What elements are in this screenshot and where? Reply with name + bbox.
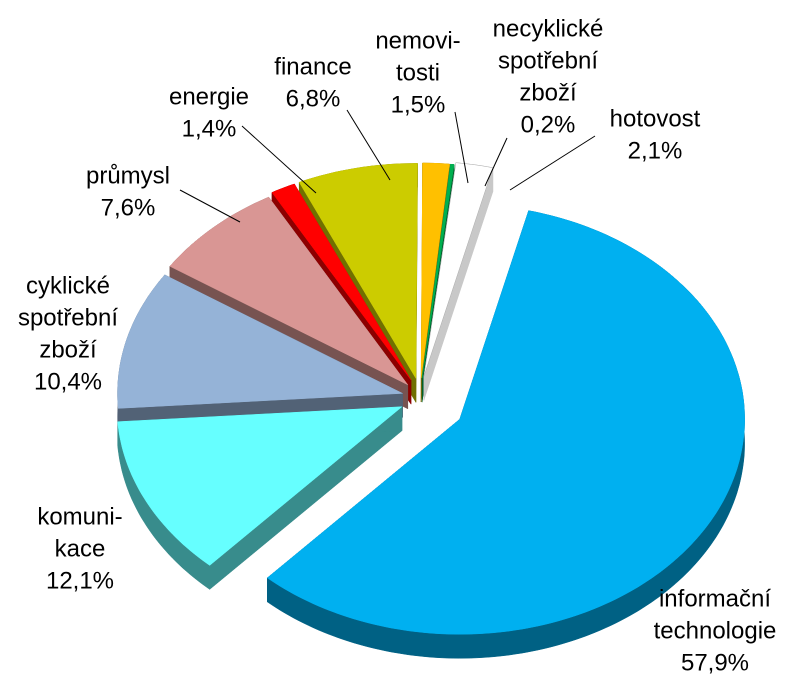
slice-top [298, 163, 418, 380]
value-label: 6,8% [286, 85, 341, 112]
leader-line [454, 111, 469, 184]
value-label: 7,6% [101, 194, 156, 221]
category-label: technologie [654, 617, 777, 644]
slice [266, 210, 745, 659]
slice-top [117, 406, 403, 566]
slice-top [423, 162, 494, 377]
value-label: 1,5% [391, 91, 446, 118]
value-label: 1,4% [182, 115, 237, 142]
category-label: průmysl [86, 162, 170, 189]
leader-line [179, 189, 241, 223]
category-label: zboží [39, 336, 97, 363]
category-label: zboží [519, 79, 577, 106]
slice-top [421, 163, 455, 379]
value-label: 2,1% [628, 137, 683, 164]
category-label: spotřební [498, 47, 598, 74]
slice-top [169, 196, 409, 386]
value-label: 57,9% [681, 649, 749, 676]
value-label: 12,1% [46, 567, 114, 594]
category-label: spotřební [18, 304, 118, 331]
slice-top [420, 162, 450, 379]
category-label: komuni- [37, 503, 122, 530]
leader-line [484, 137, 508, 187]
leader-line [241, 125, 317, 194]
leader-line [346, 109, 391, 181]
value-label: 0,2% [521, 111, 576, 138]
slice-top [271, 183, 412, 381]
category-label: finance [274, 53, 351, 80]
category-label: cyklické [26, 272, 110, 299]
category-label: informační [659, 585, 771, 612]
category-label: kace [55, 535, 106, 562]
category-label: hotovost [610, 105, 701, 132]
slice-top [266, 210, 745, 635]
category-label: tosti [396, 59, 440, 86]
leader-line [509, 135, 596, 191]
category-label: nemovi- [375, 27, 460, 54]
slice [117, 406, 403, 590]
slice [423, 162, 494, 401]
value-label: 10,4% [34, 368, 102, 395]
category-label: necyklické [493, 15, 604, 42]
slice-top [117, 274, 404, 409]
category-label: energie [169, 83, 249, 110]
